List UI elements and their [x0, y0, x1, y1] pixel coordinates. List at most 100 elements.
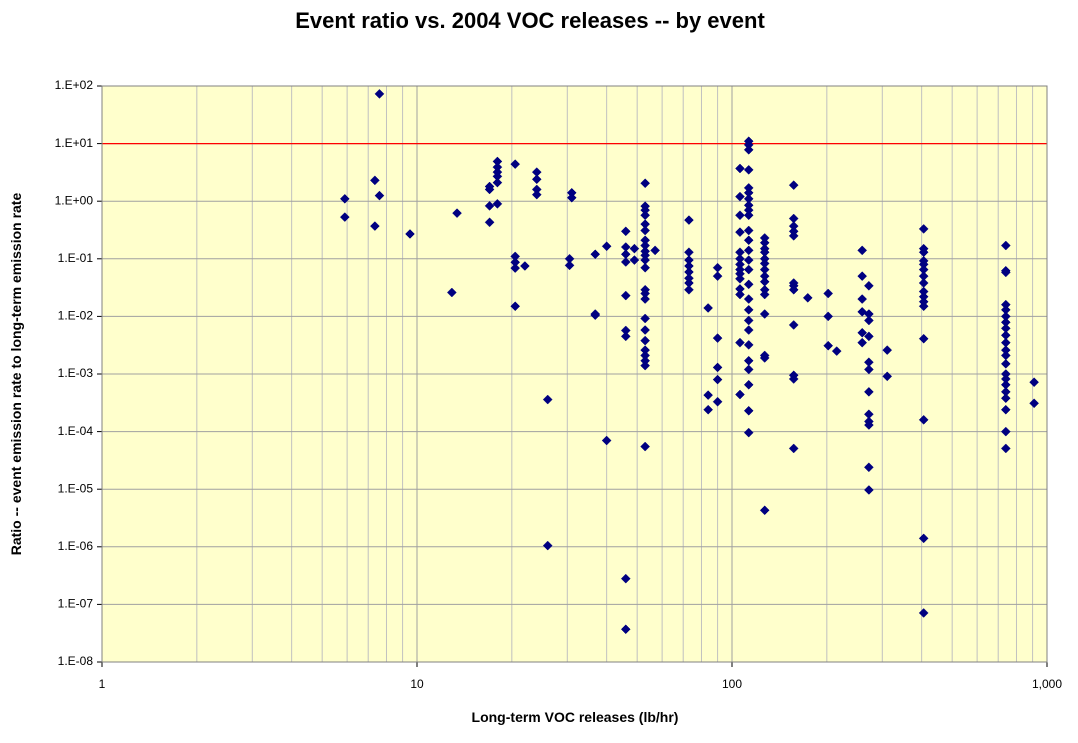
- point: [703, 303, 714, 313]
- point: [640, 262, 651, 273]
- point: [640, 335, 651, 346]
- point: [743, 405, 754, 416]
- point: [640, 313, 651, 324]
- point: [374, 89, 385, 99]
- chart-title: Event ratio vs. 2004 VOC releases -- by …: [295, 8, 765, 33]
- point: [882, 371, 893, 382]
- point: [788, 180, 799, 190]
- point: [620, 290, 631, 301]
- y-tick-label: 1.E-04: [58, 424, 94, 438]
- plot-border: [101, 85, 1048, 663]
- point: [864, 280, 874, 291]
- point: [1000, 267, 1011, 278]
- point: [601, 435, 612, 446]
- point: [620, 331, 631, 342]
- point: [703, 390, 714, 400]
- point: [918, 533, 929, 544]
- point: [620, 573, 631, 584]
- point: [743, 255, 754, 265]
- point: [703, 404, 714, 415]
- y-tick-label: 1.E-07: [58, 597, 94, 611]
- point: [1000, 404, 1011, 415]
- point: [759, 309, 770, 319]
- point: [857, 271, 868, 281]
- point: [857, 245, 868, 256]
- point: [735, 191, 745, 202]
- point: [759, 289, 770, 300]
- point: [857, 337, 868, 348]
- point: [712, 362, 723, 373]
- point: [640, 360, 651, 371]
- point: [1000, 426, 1011, 437]
- point: [743, 264, 754, 275]
- point: [1000, 443, 1011, 454]
- point: [1029, 398, 1039, 409]
- point: [735, 337, 745, 348]
- point: [743, 315, 754, 326]
- point: [743, 165, 754, 175]
- point: [484, 217, 495, 228]
- y-tick-label: 1.E-06: [58, 539, 94, 553]
- point: [640, 441, 651, 452]
- point: [712, 374, 723, 385]
- point: [759, 505, 770, 516]
- point: [629, 243, 640, 254]
- point: [735, 389, 745, 400]
- point: [542, 394, 553, 405]
- point: [788, 443, 799, 454]
- point: [640, 225, 651, 236]
- point: [712, 271, 723, 281]
- point: [743, 325, 754, 335]
- point: [864, 331, 874, 342]
- point: [531, 174, 542, 185]
- point: [620, 226, 631, 237]
- point: [823, 288, 834, 299]
- point: [864, 420, 874, 430]
- point: [918, 224, 929, 234]
- point: [857, 327, 868, 338]
- point: [640, 294, 651, 304]
- point: [542, 540, 553, 551]
- point: [743, 340, 754, 350]
- point: [640, 325, 651, 335]
- point: [484, 201, 495, 211]
- point: [743, 279, 754, 290]
- point: [918, 608, 929, 618]
- point: [823, 340, 834, 351]
- point: [864, 364, 874, 375]
- point: [374, 190, 385, 201]
- x-tick-label: 100: [722, 677, 742, 691]
- point: [743, 245, 754, 256]
- point: [510, 159, 521, 169]
- point: [1000, 240, 1011, 251]
- y-tick-label: 1.E+02: [55, 78, 94, 92]
- point: [1000, 393, 1011, 404]
- point: [743, 144, 754, 155]
- x-tick-label: 1,000: [1032, 677, 1062, 691]
- point: [510, 301, 521, 312]
- point: [590, 310, 601, 321]
- point: [620, 257, 631, 267]
- point: [1029, 377, 1039, 388]
- point: [370, 175, 380, 186]
- point: [743, 364, 754, 375]
- point: [831, 346, 842, 356]
- point: [484, 181, 495, 192]
- point: [743, 210, 754, 221]
- x-tick-label: 1: [99, 677, 106, 691]
- point: [788, 374, 799, 384]
- point: [452, 208, 462, 219]
- point: [370, 221, 380, 231]
- x-tick-label: 10: [410, 677, 424, 691]
- point: [802, 292, 813, 303]
- point: [882, 345, 893, 355]
- point: [446, 287, 457, 298]
- point: [864, 386, 874, 397]
- point: [788, 231, 799, 241]
- point: [823, 311, 834, 322]
- point: [601, 241, 612, 252]
- point: [492, 198, 503, 209]
- point: [918, 414, 929, 425]
- point: [712, 396, 723, 407]
- point: [566, 192, 577, 203]
